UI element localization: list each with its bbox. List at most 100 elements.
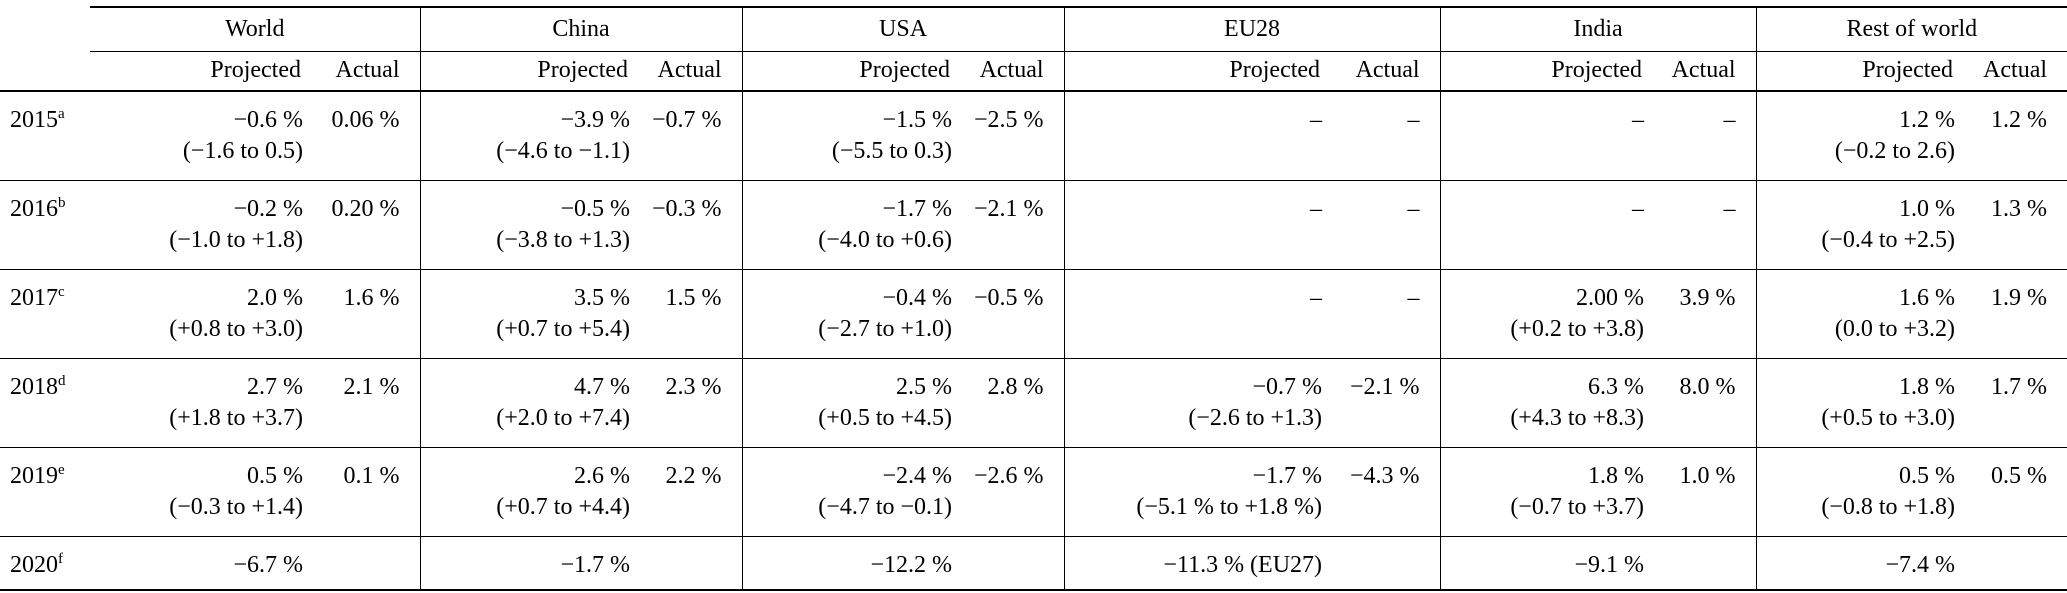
projected-value: 2.0 % <box>247 284 303 311</box>
projected-range: (+4.3 to +8.3) <box>1510 404 1645 431</box>
actual-value: −2.5 % <box>974 107 1044 133</box>
projected-cell-rest-of-world: 1.6 % (0.0 to +3.2) <box>1755 269 1968 358</box>
footnote-marker: c <box>58 283 65 300</box>
projected-range: (−5.5 to 0.3) <box>831 138 953 164</box>
actual-cell-usa: −2.6 % <box>964 447 1064 536</box>
projected-range: (−2.7 to +1.0) <box>818 315 953 342</box>
projected-value: −0.6 % <box>233 107 303 133</box>
year-cell: 2015a <box>0 91 90 180</box>
projected-cell-india: 2.00 % (+0.2 to +3.8) <box>1439 269 1657 358</box>
projected-cell-india: – <box>1439 91 1657 180</box>
actual-value: 1.9 % <box>1991 284 2048 311</box>
subheader-row: Projected Actual Projected Actual Projected A… <box>0 51 2067 92</box>
projected-value: −0.7 % <box>1252 373 1323 400</box>
actual-cell-world: 0.1 % <box>315 447 420 536</box>
actual-value: −0.7 % <box>652 107 722 133</box>
projected-cell-china: −1.7 % <box>419 536 643 590</box>
actual-cell-world: 1.6 % <box>315 269 420 358</box>
actual-cell-china: −0.7 % <box>642 91 742 180</box>
projected-range: (−4.7 to −0.1) <box>818 493 953 520</box>
actual-value: 1.3 % <box>1991 195 2048 222</box>
corner-cell <box>0 51 90 92</box>
table-row-2015: 2015a −0.6 % (−1.6 to 0.5) 0.06 % −3.9 % (−4.… <box>0 91 2067 180</box>
projected-value: −1.7 % <box>1252 462 1323 489</box>
projected-cell-india: – <box>1439 180 1657 269</box>
column-group-eu28: EU28 <box>1063 6 1441 52</box>
projected-cell-rest-of-world: 1.8 % (+0.5 to +3.0) <box>1755 358 1968 447</box>
projected-value: 2.00 % <box>1576 284 1645 311</box>
actual-cell-eu28: −2.1 % <box>1334 358 1440 447</box>
actual-value: −2.6 % <box>974 462 1044 489</box>
actual-cell-china: 1.5 % <box>642 269 742 358</box>
year-text: 2019 <box>10 462 58 489</box>
actual-cell-world: 0.06 % <box>315 91 420 180</box>
actual-cell-world <box>315 536 420 590</box>
table-row-2019: 2019e 0.5 % (−0.3 to +1.4) 0.1 % 2.6 % (+0.7 … <box>0 447 2067 536</box>
column-group-india: India <box>1439 6 1757 52</box>
projected-range: (+2.0 to +7.4) <box>496 404 631 431</box>
actual-cell-usa <box>964 536 1064 590</box>
projected-cell-usa: −12.2 % <box>741 536 965 590</box>
actual-cell-rest-of-world <box>1967 536 2067 590</box>
actual-cell-eu28: – <box>1334 91 1440 180</box>
projected-range: (−4.0 to +0.6) <box>818 226 953 253</box>
actual-cell-usa: −2.5 % <box>964 91 1064 180</box>
projected-cell-world: 0.5 % (−0.3 to +1.4) <box>90 447 315 536</box>
projected-cell-china: 4.7 % (+2.0 to +7.4) <box>419 358 643 447</box>
actual-value: 2.2 % <box>665 462 722 489</box>
actual-value: 2.3 % <box>665 373 722 400</box>
projected-value: −0.4 % <box>882 284 953 311</box>
actual-cell-eu28: −4.3 % <box>1334 447 1440 536</box>
actual-value: 1.6 % <box>343 284 400 311</box>
actual-cell-usa: −2.1 % <box>964 180 1064 269</box>
projected-column-header: Projected <box>419 51 643 92</box>
projected-range: (−3.8 to +1.3) <box>496 226 631 253</box>
actual-cell-rest-of-world: 1.3 % <box>1967 180 2067 269</box>
projected-cell-rest-of-world: 0.5 % (−0.8 to +1.8) <box>1755 447 1968 536</box>
actual-cell-china <box>642 536 742 590</box>
projected-value: −7.4 % <box>1885 551 1956 578</box>
projected-range: (−0.4 to +2.5) <box>1821 226 1956 253</box>
projected-value: – <box>1310 284 1323 311</box>
projected-cell-world: −0.6 % (−1.6 to 0.5) <box>90 91 315 180</box>
actual-cell-usa: 2.8 % <box>964 358 1064 447</box>
projected-cell-china: −3.9 % (−4.6 to −1.1) <box>419 91 643 180</box>
projected-cell-world: −0.2 % (−1.0 to +1.8) <box>90 180 315 269</box>
year-cell: 2020f <box>0 536 90 590</box>
projected-column-header: Projected <box>90 51 315 92</box>
projected-value: 2.7 % <box>247 373 303 400</box>
projected-range: (−5.1 % to +1.8 %) <box>1136 493 1323 520</box>
projected-value: −1.5 % <box>882 107 953 133</box>
actual-value: −4.3 % <box>1350 462 1420 489</box>
emissions-growth-projection-table: World China USA EU28 India Rest of world Proj… <box>0 6 2067 591</box>
year-text: 2017 <box>10 284 58 311</box>
actual-value: 0.20 % <box>331 195 400 222</box>
projected-value: 2.5 % <box>896 373 953 400</box>
projected-value: −12.2 % <box>870 551 953 578</box>
projected-cell-usa: −1.5 % (−5.5 to 0.3) <box>741 91 965 180</box>
projected-cell-india: 6.3 % (+4.3 to +8.3) <box>1439 358 1657 447</box>
projected-range: (+0.5 to +3.0) <box>1821 404 1956 431</box>
projected-value: 0.5 % <box>247 462 303 489</box>
actual-column-header: Actual <box>964 51 1065 92</box>
year-cell: 2016b <box>0 180 90 269</box>
projected-value: – <box>1310 107 1323 133</box>
actual-value: 3.9 % <box>1679 284 1736 311</box>
projected-range: (−2.6 to +1.3) <box>1188 404 1323 431</box>
table-row-2017: 2017c 2.0 % (+0.8 to +3.0) 1.6 % 3.5 % (+0.7 … <box>0 269 2067 358</box>
projected-value: −0.2 % <box>233 195 303 222</box>
year-text: 2020 <box>10 551 58 578</box>
projected-value: 3.5 % <box>574 284 631 311</box>
projected-cell-china: −0.5 % (−3.8 to +1.3) <box>419 180 643 269</box>
projected-cell-world: 2.7 % (+1.8 to +3.7) <box>90 358 315 447</box>
actual-cell-india: 3.9 % <box>1656 269 1756 358</box>
table-header: World China USA EU28 India Rest of world Proj… <box>0 6 2067 92</box>
projected-value: 1.2 % <box>1899 107 1956 133</box>
actual-cell-india: 8.0 % <box>1656 358 1756 447</box>
actual-cell-eu28 <box>1334 536 1440 590</box>
projected-value: 4.7 % <box>574 373 631 400</box>
footnote-marker: e <box>58 461 65 478</box>
actual-value: 0.06 % <box>331 107 400 133</box>
projected-cell-eu28: – <box>1063 180 1335 269</box>
projected-cell-usa: −0.4 % (−2.7 to +1.0) <box>741 269 965 358</box>
